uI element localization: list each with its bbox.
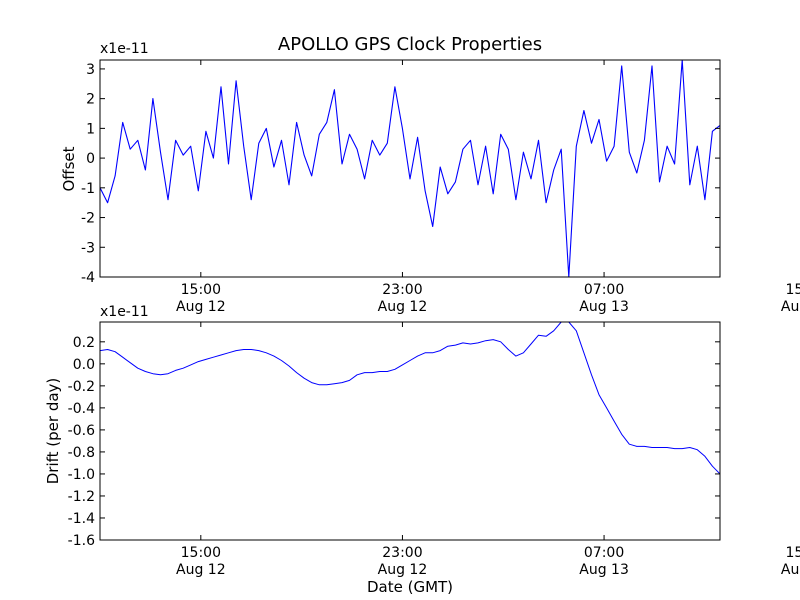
drift-x-tick-label: Aug 13 (781, 562, 800, 578)
drift-multiplier-label: x1e-11 (100, 304, 149, 320)
offset-y-tick-label: 2 (86, 92, 95, 108)
offset-y-tick-label: -4 (81, 270, 95, 286)
drift-y-tick-label: -0.2 (68, 379, 95, 395)
offset-y-tick-label: -1 (81, 181, 95, 197)
offset-x-tick-label: 15:00 (786, 282, 800, 298)
drift-series-line (100, 322, 720, 475)
offset-x-tick-label: 07:00 (584, 282, 624, 298)
drift-x-tick-label: 15:00 (181, 545, 221, 561)
drift-y-tick-label: -1.4 (68, 511, 95, 527)
offset-x-tick-label: Aug 12 (378, 299, 428, 315)
drift-y-tick-label: -0.8 (68, 445, 95, 461)
drift-y-tick-label: -0.4 (68, 401, 95, 417)
drift-y-tick-label: -1.2 (68, 489, 95, 505)
offset-multiplier-label: x1e-11 (100, 41, 149, 57)
offset-axis-label: Offset (60, 146, 78, 191)
drift-x-tick-label: Aug 13 (579, 562, 629, 578)
offset-y-tick-label: -3 (81, 240, 95, 256)
offset-x-tick-label: Aug 13 (579, 299, 629, 315)
drift-y-tick-label: 0.0 (73, 357, 95, 373)
drift-x-tick-label: 07:00 (584, 545, 624, 561)
offset-y-tick-label: 1 (86, 121, 95, 137)
offset-x-tick-label: Aug 12 (176, 299, 226, 315)
drift-y-tick-label: 0.2 (73, 335, 95, 351)
drift-y-tick-label: -1.0 (68, 467, 95, 483)
offset-series-line (100, 60, 720, 277)
offset-y-tick-label: -2 (81, 211, 95, 227)
drift-y-tick-label: -1.6 (68, 533, 95, 549)
date-axis-label: Date (GMT) (367, 578, 453, 596)
drift-x-tick-label: 23:00 (382, 545, 422, 561)
drift-x-tick-label: 15:00 (786, 545, 800, 561)
offset-x-tick-label: 23:00 (382, 282, 422, 298)
drift-chart: x1e-11 Drift (per day) Date (GMT) 0.2 0.0… (44, 304, 800, 596)
drift-axes-frame (99, 321, 721, 541)
offset-y-tick-label: 0 (86, 151, 95, 167)
drift-axis-label: Drift (per day) (44, 378, 62, 485)
offset-axes-frame (99, 59, 721, 278)
drift-plot-area: 0.2 0.0 -0.2 -0.4 -0.6 -0.8 -1.0 -1.2 -1.4 -1.6 15… (68, 321, 800, 578)
drift-x-tick-label: Aug 12 (378, 562, 428, 578)
chart-title: APOLLO GPS Clock Properties (278, 34, 542, 55)
offset-x-tick-label: 15:00 (181, 282, 221, 298)
offset-x-tick-label: Aug 13 (781, 299, 800, 315)
drift-x-tick-label: Aug 12 (176, 562, 226, 578)
drift-y-tick-label: -0.6 (68, 423, 95, 439)
offset-y-tick-label: 3 (86, 62, 95, 78)
